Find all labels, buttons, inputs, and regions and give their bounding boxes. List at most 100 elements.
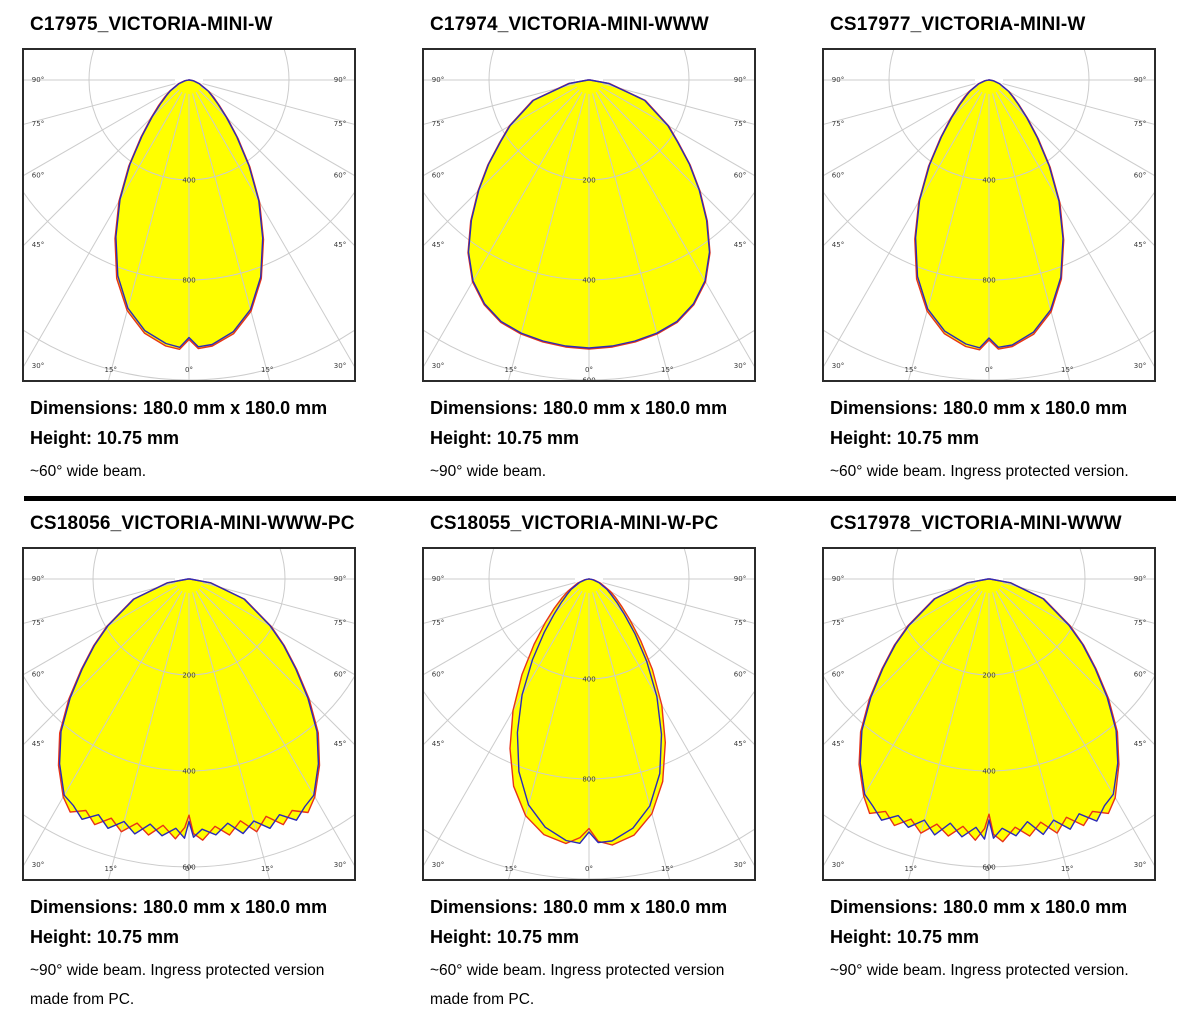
beam-description: ~60° wide beam. (30, 463, 147, 480)
svg-text:0°: 0° (185, 865, 193, 873)
product-card: CS18056_VICTORIA-MINI-WWW-PC 0° 15° 15° 30°… (0, 505, 400, 1014)
svg-text:60°: 60° (334, 171, 346, 179)
product-title: C17975_VICTORIA-MINI-W (30, 14, 273, 35)
dimensions-text: Dimensions: 180.0 mm x 180.0 mm (830, 398, 1128, 418)
svg-text:15°: 15° (661, 865, 673, 873)
product-title: C17974_VICTORIA-MINI-WWW (430, 14, 709, 35)
svg-text:60°: 60° (734, 171, 746, 179)
svg-text:60°: 60° (334, 670, 346, 678)
svg-text:75°: 75° (734, 619, 746, 627)
svg-text:90°: 90° (334, 575, 346, 583)
svg-text:45°: 45° (432, 740, 444, 748)
dimensions-text: Dimensions: 180.0 mm x 180.0 mm (30, 398, 328, 418)
svg-text:15°: 15° (1061, 366, 1073, 374)
spec-block: Dimensions: 180.0 mm x 180.0 mm Height: … (430, 393, 800, 486)
svg-text:15°: 15° (261, 366, 273, 374)
spec-block: Dimensions: 180.0 mm x 180.0 mm Height: … (830, 393, 1200, 486)
svg-text:90°: 90° (734, 575, 746, 583)
svg-text:90°: 90° (432, 575, 444, 583)
svg-text:90°: 90° (334, 76, 346, 84)
svg-text:400: 400 (182, 177, 195, 185)
svg-text:15°: 15° (905, 366, 917, 374)
svg-text:75°: 75° (334, 120, 346, 128)
polar-chart: 0° 15° 15° 30° 30° 45° 45° 60° 60° 75° 75° 90° 90° 20… (422, 48, 756, 382)
dimensions-text: Dimensions: 180.0 mm x 180.0 mm (430, 398, 728, 418)
product-title: CS18056_VICTORIA-MINI-WWW-PC (30, 513, 355, 534)
svg-text:60°: 60° (1134, 171, 1146, 179)
polar-chart: 0° 15° 15° 30° 30° 45° 45° 60° 60° 75° 75° 90° 90° 20… (822, 547, 1156, 881)
svg-text:30°: 30° (334, 362, 346, 370)
svg-text:45°: 45° (734, 740, 746, 748)
polar-chart: 0° 15° 15° 30° 30° 45° 45° 60° 60° 75° 75° 90° 90° 40… (22, 48, 356, 382)
svg-text:30°: 30° (32, 861, 44, 869)
polar-chart: 0° 15° 15° 30° 30° 45° 45° 60° 60° 75° 75° 90° 90° 20… (22, 547, 356, 881)
svg-text:45°: 45° (734, 241, 746, 249)
spec-block: Dimensions: 180.0 mm x 180.0 mm Height: … (830, 892, 1200, 985)
svg-text:0°: 0° (585, 366, 593, 374)
svg-text:60°: 60° (32, 171, 44, 179)
svg-text:15°: 15° (1061, 865, 1073, 873)
product-card: CS17978_VICTORIA-MINI-WWW 0° 15° 15° 30° 30°… (800, 505, 1200, 1014)
beam-description: ~60° wide beam. Ingress protected versio… (430, 962, 725, 1008)
svg-text:30°: 30° (432, 362, 444, 370)
height-text: Height: 10.75 mm (30, 428, 180, 448)
product-card: C17974_VICTORIA-MINI-WWW 0° 15° 15° 30° 30° 4… (400, 6, 800, 486)
svg-text:45°: 45° (832, 740, 844, 748)
svg-text:60°: 60° (832, 171, 844, 179)
svg-text:0°: 0° (985, 366, 993, 374)
svg-text:800: 800 (982, 277, 995, 285)
svg-text:75°: 75° (734, 120, 746, 128)
svg-text:200: 200 (582, 177, 595, 185)
svg-text:0°: 0° (985, 865, 993, 873)
svg-text:400: 400 (582, 277, 595, 285)
svg-text:45°: 45° (32, 241, 44, 249)
svg-text:800: 800 (182, 277, 195, 285)
svg-text:90°: 90° (734, 76, 746, 84)
svg-text:45°: 45° (32, 740, 44, 748)
svg-text:45°: 45° (432, 241, 444, 249)
svg-text:45°: 45° (334, 740, 346, 748)
svg-text:15°: 15° (905, 865, 917, 873)
svg-text:90°: 90° (832, 76, 844, 84)
row-divider (24, 496, 1176, 501)
svg-text:600: 600 (982, 864, 995, 872)
beam-description: ~60° wide beam. Ingress protected versio… (830, 463, 1129, 480)
svg-text:45°: 45° (334, 241, 346, 249)
svg-text:90°: 90° (32, 575, 44, 583)
product-title: CS17977_VICTORIA-MINI-W (830, 14, 1086, 35)
dimensions-text: Dimensions: 180.0 mm x 180.0 mm (30, 897, 328, 917)
svg-text:90°: 90° (832, 575, 844, 583)
svg-text:200: 200 (982, 672, 995, 680)
svg-text:75°: 75° (432, 120, 444, 128)
svg-text:90°: 90° (1134, 76, 1146, 84)
svg-text:400: 400 (982, 768, 995, 776)
svg-text:15°: 15° (661, 366, 673, 374)
svg-text:15°: 15° (505, 865, 517, 873)
spec-block: Dimensions: 180.0 mm x 180.0 mm Height: … (430, 892, 800, 1014)
svg-text:75°: 75° (32, 619, 44, 627)
svg-text:30°: 30° (734, 861, 746, 869)
product-title: CS18055_VICTORIA-MINI-W-PC (430, 513, 719, 534)
spec-block: Dimensions: 180.0 mm x 180.0 mm Height: … (30, 393, 400, 486)
product-card: C17975_VICTORIA-MINI-W 0° 15° 15° 30° 30° 45°… (0, 6, 400, 486)
svg-text:15°: 15° (105, 366, 117, 374)
height-text: Height: 10.75 mm (830, 927, 980, 947)
beam-description: ~90° wide beam. (430, 463, 547, 480)
svg-text:30°: 30° (1134, 362, 1146, 370)
svg-text:60°: 60° (432, 670, 444, 678)
svg-text:45°: 45° (1134, 740, 1146, 748)
polar-chart: 0° 15° 15° 30° 30° 45° 45° 60° 60° 75° 75° 90° 90° 40… (822, 48, 1156, 382)
product-row-top: C17975_VICTORIA-MINI-W 0° 15° 15° 30° 30° 45°… (0, 6, 1200, 486)
svg-text:600: 600 (582, 377, 595, 383)
svg-text:75°: 75° (1134, 120, 1146, 128)
svg-text:15°: 15° (261, 865, 273, 873)
svg-text:0°: 0° (185, 366, 193, 374)
svg-text:90°: 90° (32, 76, 44, 84)
svg-text:90°: 90° (432, 76, 444, 84)
svg-text:60°: 60° (734, 670, 746, 678)
svg-text:0°: 0° (585, 865, 593, 873)
svg-text:400: 400 (982, 177, 995, 185)
product-row-bottom: CS18056_VICTORIA-MINI-WWW-PC 0° 15° 15° 30°… (0, 505, 1200, 1014)
svg-text:15°: 15° (505, 366, 517, 374)
